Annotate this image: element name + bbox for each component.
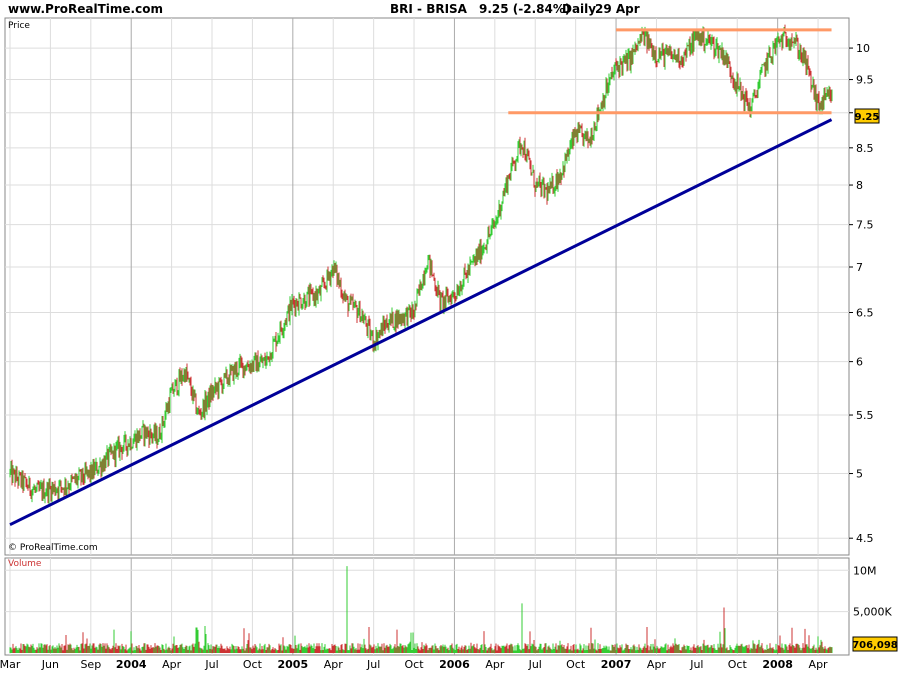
price-tick-label: 8.5 bbox=[856, 142, 874, 155]
time-tick-label: Jul bbox=[366, 658, 380, 671]
volume-axis: 5,000K 10M bbox=[853, 564, 892, 618]
price-tick-label: 8 bbox=[856, 179, 863, 192]
time-tick-label: Apr bbox=[485, 658, 505, 671]
time-tick-label: 2004 bbox=[116, 658, 147, 671]
price-tick-label: 10 bbox=[856, 42, 870, 55]
volume-tick-label: 5,000K bbox=[853, 606, 892, 619]
copyright-text: © ProRealTime.com bbox=[8, 543, 98, 553]
price-tick-label: 6.5 bbox=[856, 306, 874, 319]
last-price-change: 9.25 (-2.84%) bbox=[479, 2, 571, 16]
last-volume-tag-text: 706,098 bbox=[852, 640, 898, 651]
time-tick-label: Apr bbox=[324, 658, 344, 671]
time-tick-label: 2007 bbox=[601, 658, 632, 671]
time-tick-label: 2008 bbox=[762, 658, 793, 671]
time-tick-label: Mar bbox=[0, 658, 21, 671]
time-tick-label: 2005 bbox=[278, 658, 309, 671]
time-axis: Mar Jun Sep 2004 Apr Jul Oct 2005 Apr Jul Oct 2006 A… bbox=[0, 658, 828, 671]
price-tick-label: 4.5 bbox=[856, 532, 874, 545]
volume-panel bbox=[4, 557, 850, 656]
time-tick-label: Oct bbox=[728, 658, 748, 671]
time-tick-label: Oct bbox=[405, 658, 425, 671]
price-tick-label: 7 bbox=[856, 261, 863, 274]
time-tick-label: 2006 bbox=[439, 658, 470, 671]
time-tick-label: Jul bbox=[204, 658, 218, 671]
time-tick-label: Apr bbox=[809, 658, 829, 671]
volume-bars bbox=[9, 566, 833, 653]
time-tick-label: Oct bbox=[566, 658, 586, 671]
price-candles bbox=[9, 24, 833, 505]
time-tick-label: Sep bbox=[80, 658, 101, 671]
price-tick-label: 5 bbox=[856, 468, 863, 481]
time-tick-label: Jun bbox=[41, 658, 59, 671]
trend-lines bbox=[9, 28, 833, 527]
period-label: Daily bbox=[562, 2, 597, 16]
date-label: 29 Apr bbox=[595, 2, 640, 16]
price-tick-label: 9.5 bbox=[856, 74, 874, 87]
price-panel bbox=[4, 17, 850, 556]
trendline bbox=[9, 118, 833, 527]
price-tick-label: 6 bbox=[856, 356, 863, 369]
price-tick-label: 5.5 bbox=[856, 409, 874, 422]
chart-grid bbox=[5, 18, 849, 655]
time-tick-label: Oct bbox=[243, 658, 263, 671]
time-tick-label: Jul bbox=[689, 658, 703, 671]
chart-header: www.ProRealTime.com BRI - BRISA 9.25 (-2… bbox=[0, 0, 900, 18]
price-tick-label: 7.5 bbox=[856, 219, 874, 232]
price-panel-label: Price bbox=[8, 21, 30, 31]
last-volume-tag bbox=[852, 636, 898, 652]
instrument-name: BRI - BRISA bbox=[390, 2, 467, 16]
volume-tick-label: 10M bbox=[853, 564, 877, 577]
volume-panel-label: Volume bbox=[8, 559, 42, 569]
last-price-tag-text: 9.25 bbox=[855, 112, 880, 123]
site-url[interactable]: www.ProRealTime.com bbox=[8, 2, 163, 16]
time-tick-label: Apr bbox=[647, 658, 667, 671]
time-tick-label: Jul bbox=[528, 658, 542, 671]
time-tick-label: Apr bbox=[162, 658, 182, 671]
last-price-tag bbox=[854, 108, 880, 124]
